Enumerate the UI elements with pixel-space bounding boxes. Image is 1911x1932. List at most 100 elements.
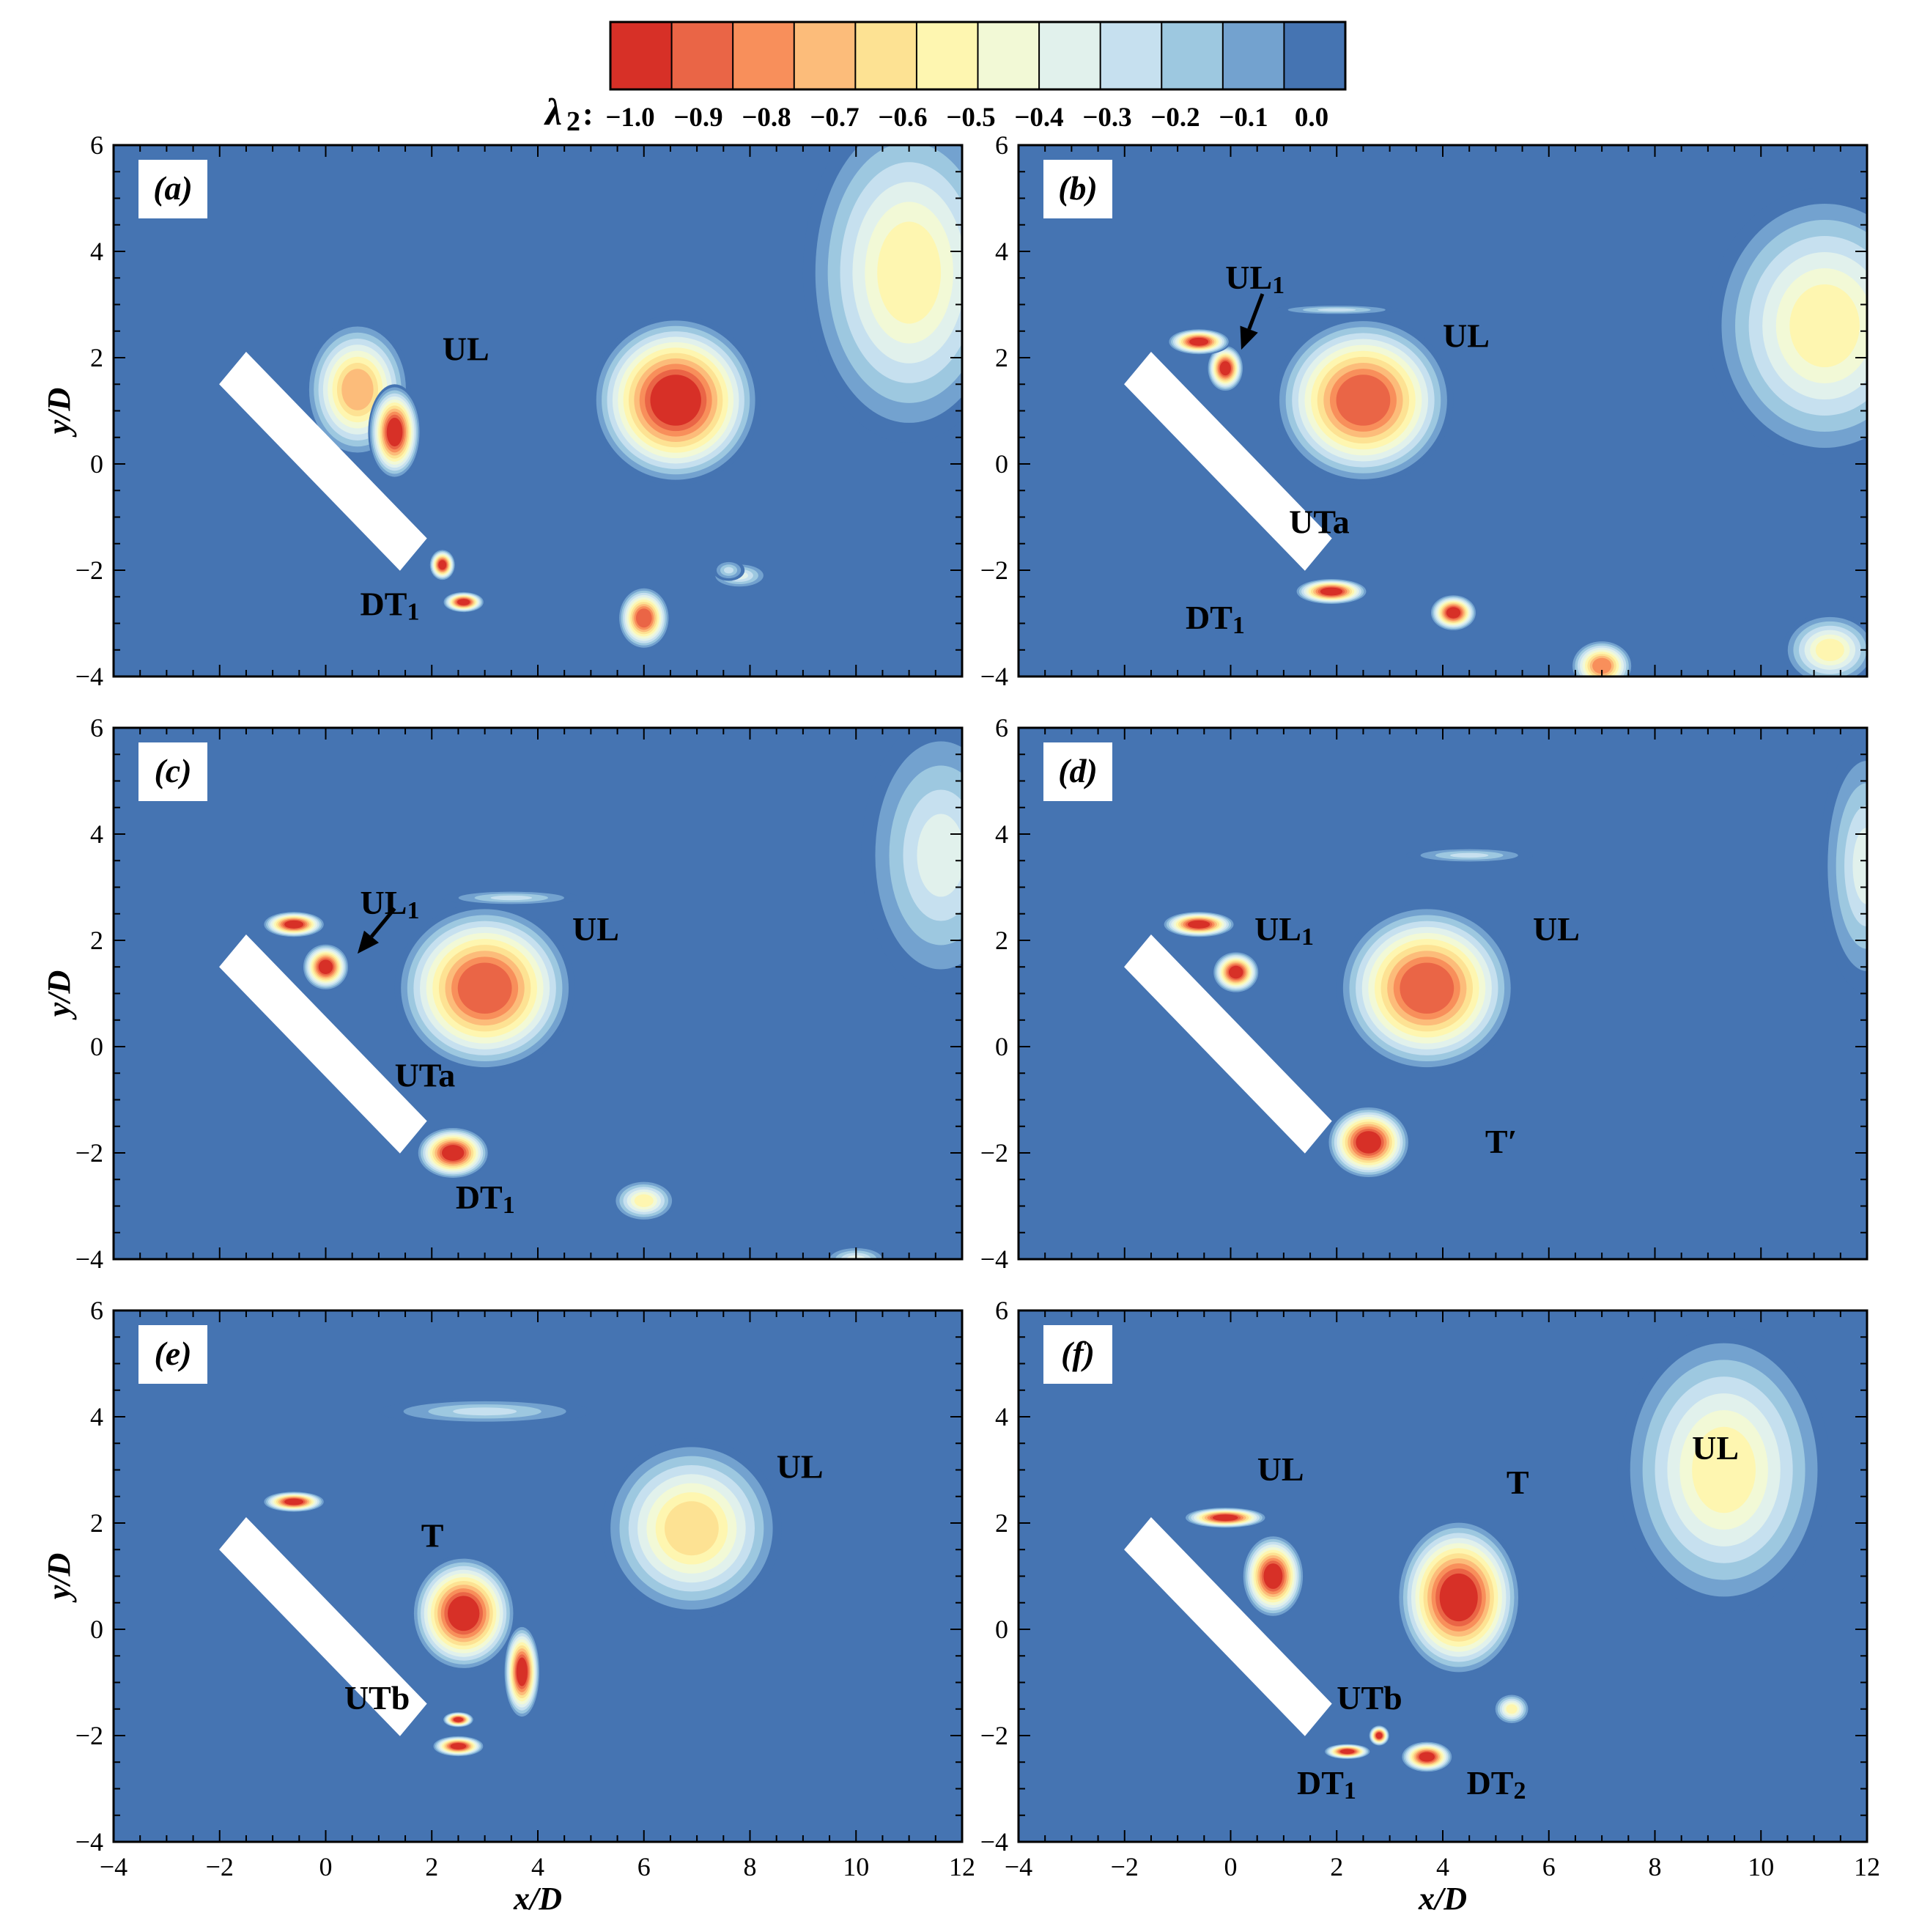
axis-ticks (1018, 1310, 1868, 1843)
vortex-annotation: UL (572, 910, 619, 948)
vortex-field (1124, 1326, 1830, 1773)
annotation-text: UL (443, 331, 489, 368)
vortex-contour (1212, 951, 1260, 994)
x-tick-label: 10 (843, 1852, 869, 1881)
annotation-text: DT (361, 586, 407, 623)
y-axis-label: y/D (41, 388, 77, 438)
y-tick-label: 2 (90, 343, 103, 372)
annotation-text: UL (572, 910, 619, 948)
vortex-contour (1405, 847, 1534, 863)
y-tick-label: 4 (90, 237, 103, 266)
x-tick-label: 4 (531, 1852, 544, 1881)
colorbar-swatch (1283, 21, 1347, 90)
vortex-annotation: T (421, 1517, 444, 1555)
y-axis-label: y/D (41, 1553, 77, 1604)
x-tick-label: 12 (1854, 1852, 1880, 1881)
vortex-contour (1429, 594, 1478, 632)
y-tick-label: 2 (995, 1508, 1008, 1538)
contour-level (1317, 308, 1356, 311)
y-tick-label: 6 (995, 1296, 1008, 1325)
contour-level (1263, 1563, 1283, 1589)
colorbar-frame (609, 21, 1347, 91)
axis-ticks (1018, 144, 1868, 677)
annotation-text: T (421, 1517, 444, 1555)
y-tick-label: 2 (995, 343, 1008, 372)
y-tick-label: −4 (75, 662, 103, 691)
panel-label-text: (c) (154, 752, 191, 789)
y-tick-label: 0 (90, 449, 103, 479)
contour-level (1375, 1732, 1383, 1739)
vortex-annotation: UL (443, 331, 489, 368)
annotation-text: UL (1225, 259, 1272, 296)
contour-level (284, 1498, 304, 1505)
axis-ticks (113, 144, 963, 677)
contour-level (634, 1194, 654, 1207)
colorbar-tick-label: −0.4 (1014, 103, 1063, 133)
contour-level (453, 1717, 463, 1722)
annotation-text: UL (361, 884, 407, 921)
x-tick-label: −2 (206, 1852, 234, 1881)
flat-plate (219, 1517, 427, 1736)
contour-level (1228, 965, 1243, 979)
arrow-shaft (370, 907, 396, 938)
annotation-subscript: 1 (1301, 923, 1314, 951)
y-tick-label: −2 (75, 1138, 103, 1168)
axis-ticks (1018, 727, 1868, 1260)
vortex-contour (432, 1736, 485, 1757)
y-tick-label: 4 (995, 1402, 1008, 1431)
panel: −4 −2 0 2 4 6 y/D −4 −2 0 2 4 6 8 10 12 x/D (e) UL T UTb (41, 1296, 975, 1917)
colorbar-tick-label: −0.7 (810, 103, 859, 133)
colorbar-tick-label: −0.8 (742, 103, 791, 133)
contour-level (1212, 1514, 1238, 1522)
vortex-contour (1273, 304, 1401, 315)
annotation-text: UL (1443, 317, 1490, 355)
vortex-contour (617, 586, 670, 650)
panel-label-box (1043, 160, 1112, 218)
vortex-annotation: DT1 (361, 586, 420, 626)
y-tick-label: −4 (75, 1827, 103, 1857)
contour-level (1187, 920, 1210, 929)
panel-label-text: (d) (1058, 752, 1098, 789)
vortex-annotation: UL (1533, 910, 1580, 948)
contour-level (386, 417, 403, 447)
annotation-text: DT (1467, 1764, 1514, 1802)
flat-plate (1124, 1517, 1332, 1736)
y-tick-label: 0 (995, 1032, 1008, 1061)
x-tick-label: 6 (637, 1852, 651, 1881)
vortex-contour (1294, 578, 1369, 605)
vortex-contour (1167, 328, 1231, 355)
vortex-annotation: UL1 (361, 884, 420, 924)
panel-label: (d) (1043, 742, 1112, 801)
x-tick-label: 8 (1649, 1852, 1662, 1881)
annotation-subscript: 1 (1272, 272, 1285, 299)
x-tick-label: −4 (100, 1852, 127, 1881)
x-tick-label: 10 (1748, 1852, 1774, 1881)
contour-level (1336, 375, 1391, 426)
vortex-contour (612, 1179, 676, 1223)
contour-level (453, 1407, 517, 1416)
annotation-arrow (357, 907, 396, 954)
annotation-text: T′ (1485, 1123, 1518, 1160)
contour-level (1339, 1749, 1355, 1755)
vortex-contour (442, 591, 485, 613)
annotation-text: UL (1254, 910, 1301, 948)
vortex-contour (1394, 1517, 1523, 1678)
x-tick-label: 6 (1542, 1852, 1556, 1881)
annotation-text: UL (777, 1448, 824, 1485)
panel-label: (f) (1043, 1325, 1112, 1384)
colorbar-swatch (1099, 21, 1163, 90)
contour-level (1592, 657, 1612, 674)
vortex-contour (591, 315, 761, 485)
plot-background (114, 1310, 962, 1842)
colorbar-tick-label: −0.6 (878, 103, 927, 133)
contour-level (1815, 638, 1844, 661)
vortex-field (219, 145, 962, 650)
panel-label-box (138, 1325, 207, 1384)
annotation-text: UL (1533, 910, 1580, 948)
vortex-contour (601, 1438, 782, 1619)
contour-level (1439, 1573, 1478, 1622)
x-tick-label: 2 (1330, 1852, 1343, 1881)
